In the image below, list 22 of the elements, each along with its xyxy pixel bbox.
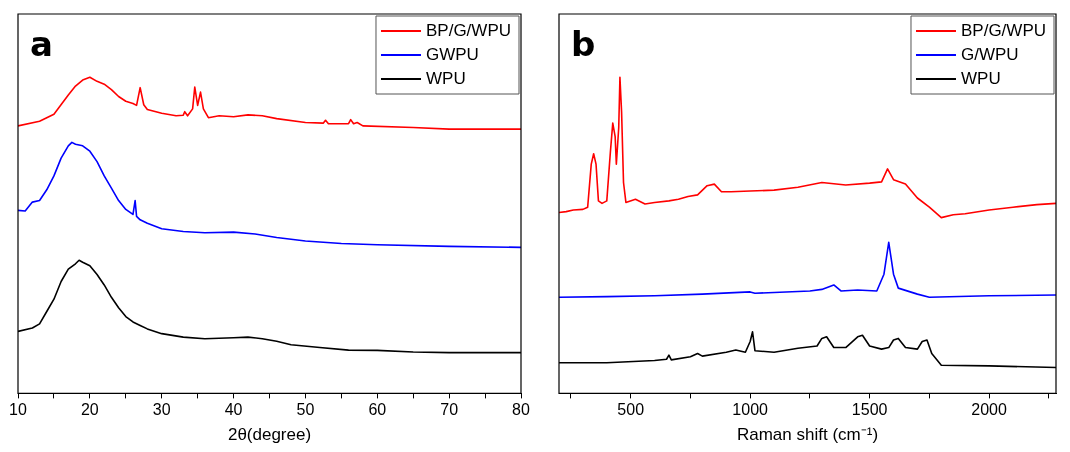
chart-title: a: [30, 23, 53, 64]
x-tick-label: 50: [296, 401, 315, 419]
x-tick-label: 80: [512, 401, 530, 419]
legend-label: BP/G/WPU: [960, 20, 1047, 40]
x-tick-label: 30: [152, 401, 171, 419]
x-axis-title: Raman shift (cm⁻¹): [736, 425, 879, 445]
legend-label: WPU: [960, 68, 1001, 88]
x-tick-label: 500: [617, 401, 645, 419]
x-tick-label: 40: [224, 401, 243, 419]
x-tick-label: 20: [80, 401, 99, 419]
x-tick-label: 2000: [971, 401, 1007, 419]
x-tick-label: 1000: [732, 401, 769, 419]
x-tick-label: 10: [9, 401, 27, 419]
x-axis-title: 2θ(degree): [227, 425, 312, 445]
x-tick-label: 1500: [851, 401, 888, 419]
chart-title: b: [571, 23, 596, 64]
x-tick-label: 60: [368, 401, 387, 419]
legend-label: G/WPU: [960, 44, 1019, 64]
legend-label: GWPU: [425, 44, 479, 64]
x-tick-label: 70: [440, 401, 459, 419]
legend-label: WPU: [425, 68, 466, 88]
legend-label: BP/G/WPU: [425, 20, 512, 40]
